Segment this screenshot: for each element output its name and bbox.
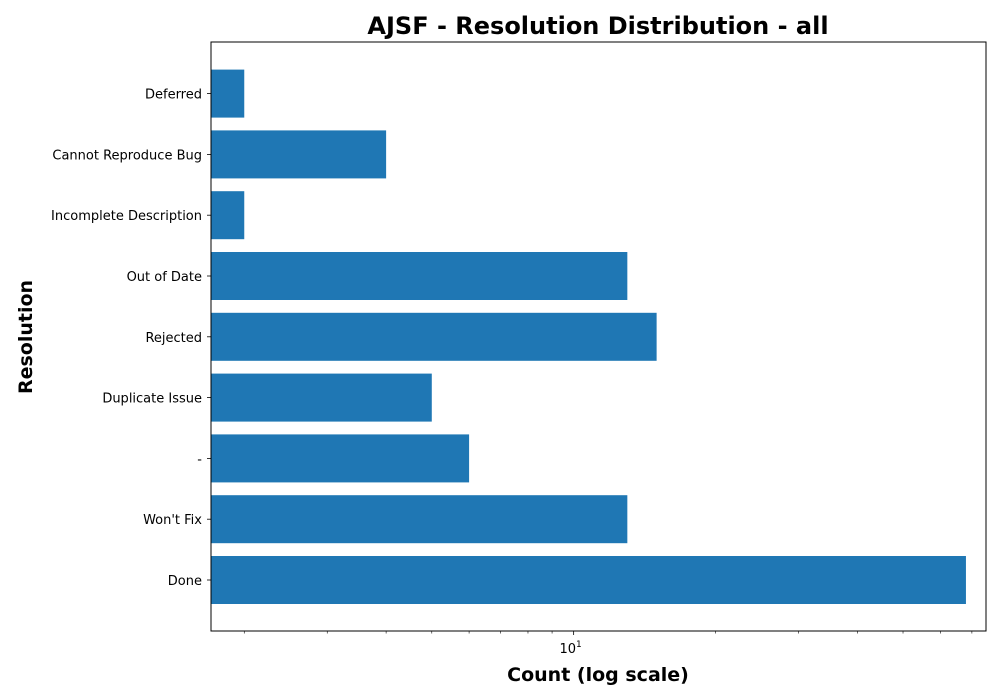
- bar: [211, 312, 657, 361]
- bar: [211, 130, 387, 179]
- bar: [211, 556, 966, 604]
- x-tick-label: 101: [559, 640, 581, 657]
- y-axis-label: Resolution: [15, 280, 37, 394]
- bar: [211, 252, 628, 300]
- bar: [211, 373, 432, 422]
- x-axis-label: Count (log scale): [507, 664, 689, 686]
- y-tick-label: Won't Fix: [143, 513, 202, 528]
- bar: [211, 69, 245, 118]
- y-tick-label: Done: [168, 574, 202, 589]
- y-tick-label: -: [197, 452, 202, 467]
- y-tick-label: Duplicate Issue: [102, 392, 202, 407]
- y-tick-label: Deferred: [145, 88, 202, 103]
- bar: [211, 495, 628, 544]
- y-tick-label: Rejected: [145, 331, 202, 346]
- y-tick-label: Cannot Reproduce Bug: [52, 148, 202, 163]
- bar: [211, 191, 245, 240]
- chart-title: AJSF - Resolution Distribution - all: [367, 12, 828, 40]
- plot-frame: [210, 41, 987, 632]
- y-tick-label: Incomplete Description: [51, 209, 202, 224]
- bars: [211, 69, 966, 604]
- x-axis-ticks: 101: [243, 631, 973, 657]
- y-tick-label: Out of Date: [127, 270, 202, 285]
- y-axis-ticks: Done Won't Fix - Duplicate Issue Rejected Out…: [51, 88, 211, 589]
- bar: [211, 434, 470, 483]
